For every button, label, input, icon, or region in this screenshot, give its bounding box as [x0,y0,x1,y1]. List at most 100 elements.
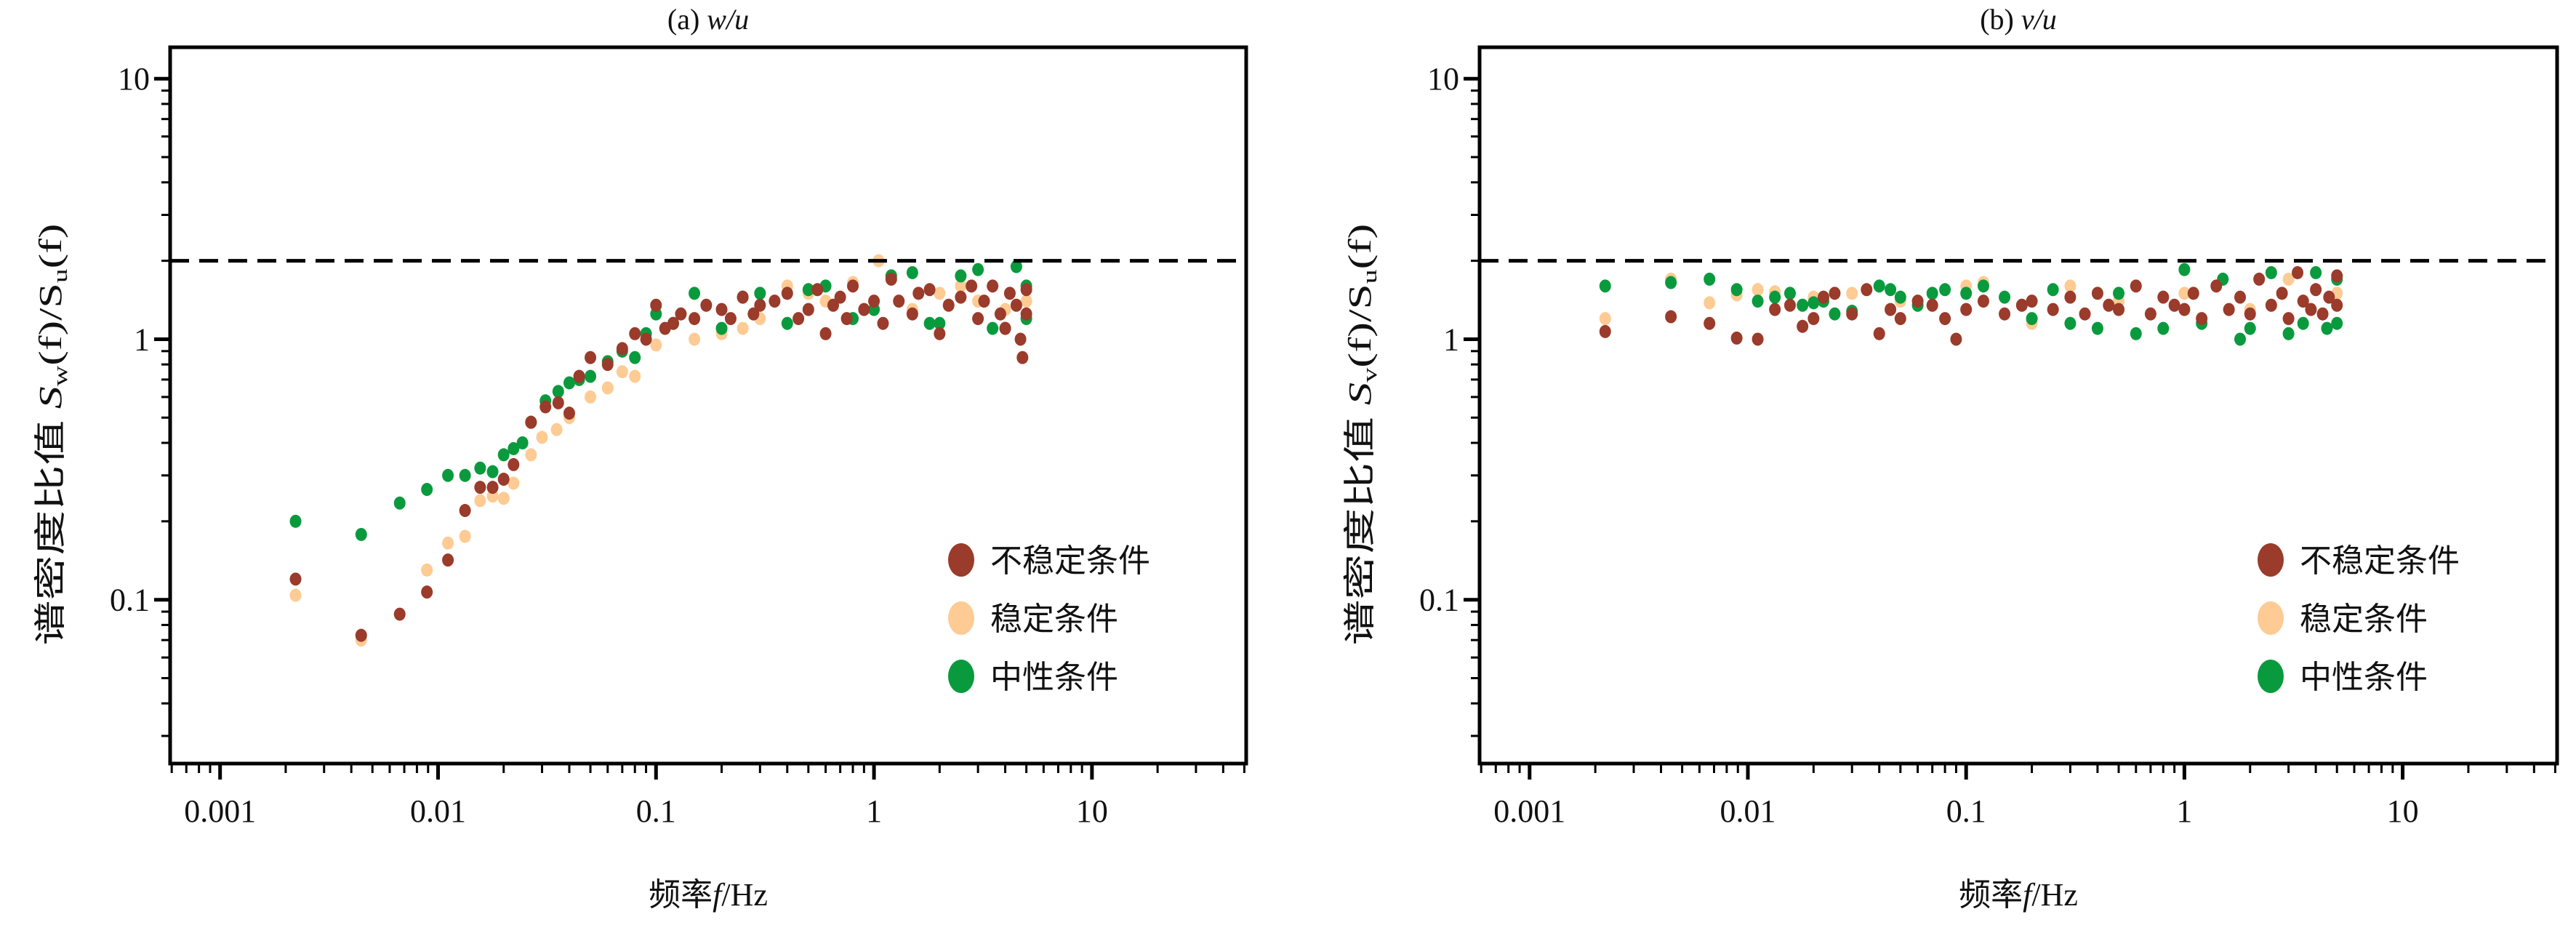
data-point-neutral [1999,290,2011,304]
legend-label: 不稳定条件 [990,543,1150,579]
data-point-neutral [1939,283,1951,297]
data-point-neutral [507,441,520,455]
data-point-unstable [2113,303,2125,316]
data-point-neutral [1894,290,1906,304]
data-point-unstable [2130,279,2142,293]
chart-panel-a: (a) w/u 0.001 0.01 0.1 1 10 0.1 1 10 频率f/Hz 谱密度比值 … [33,3,1248,913]
data-point-unstable [2187,287,2199,300]
data-point-unstable [1960,303,1973,316]
data-point-unstable [747,307,760,321]
data-point-neutral [923,316,936,330]
data-point-neutral [1704,272,1716,286]
x-axis-label: 频率f/Hz [649,877,768,913]
data-point-unstable [2292,265,2304,279]
data-point-unstable [737,290,749,304]
data-point-neutral [1783,287,1796,300]
data-point-neutral [629,351,641,364]
data-point-unstable [2331,298,2343,312]
data-point-unstable [2223,303,2235,316]
chart-title-prefix: (b) [1980,3,2021,36]
data-point-unstable [2047,303,2059,316]
x-tick-label: 0.001 [1493,793,1565,829]
data-point-unstable [2026,295,2038,308]
x-tick-label: 0.001 [184,793,256,829]
data-point-neutral [2130,327,2142,340]
data-points [289,254,1032,647]
data-point-neutral [2091,321,2103,335]
data-point-unstable [2323,290,2335,304]
data-point-unstable [877,316,889,330]
data-point-stable [2064,279,2077,293]
data-point-neutral [2265,265,2277,279]
data-point-unstable [802,303,814,316]
data-point-unstable [1861,283,1873,297]
data-point-unstable [289,572,302,586]
legend-label: 中性条件 [2300,660,2428,695]
x-tick-label: 10 [2387,793,2419,829]
data-point-unstable [1704,316,1716,330]
data-point-unstable [2297,295,2309,308]
data-point-neutral [2331,316,2343,330]
data-point-unstable [1016,351,1029,364]
data-point-unstable [552,396,564,409]
x-axis-label: 频率f/Hz [1959,877,2078,913]
data-point-stable [536,431,548,444]
data-point-stable [616,365,628,379]
data-point-unstable [667,316,680,330]
data-point-unstable [978,295,990,308]
data-point-stable [1704,296,1716,310]
data-point-neutral [754,287,766,300]
data-point-stable [442,536,454,550]
data-point-unstable [987,279,999,293]
data-point-neutral [497,448,510,462]
data-point-unstable [2253,272,2266,286]
data-point-unstable [497,473,510,486]
data-point-neutral [906,265,918,279]
data-point-unstable [1950,332,1962,346]
legend-label: 稳定条件 [990,601,1118,637]
data-point-unstable [1020,283,1032,297]
data-point-neutral [1829,307,1841,321]
data-point-unstable [393,607,406,621]
data-point-neutral [1926,287,1938,300]
data-point-neutral [355,527,367,541]
data-point-unstable [2168,298,2180,312]
legend-item-stable: 稳定条件 [2258,601,2428,637]
data-point-neutral [781,316,793,330]
data-point-unstable [2144,307,2156,321]
x-tick-label: 0.1 [1946,793,1986,829]
data-point-unstable [912,287,925,300]
data-point-unstable [2331,269,2343,283]
data-point-unstable [1010,298,1022,312]
y-axis-label-mid: (f)/S [1342,284,1378,367]
chart-panel-b: (b) v/u 0.001 0.01 0.1 1 10 0.1 1 10 频率f/Hz 谱密度比值 … [1342,3,2559,913]
data-point-unstable [1926,298,1938,312]
data-point-unstable [1894,312,1906,326]
data-point-neutral [2282,327,2295,340]
data-point-unstable [955,290,967,304]
data-point-unstable [2015,298,2028,312]
data-point-neutral [421,483,433,497]
data-point-neutral [393,496,406,510]
data-point-unstable [847,279,859,293]
data-point-unstable [1939,312,1951,326]
data-point-unstable [585,351,597,364]
data-point-neutral [289,514,302,528]
y-tick-label: 10 [1427,61,1459,97]
data-point-neutral [516,436,529,450]
data-point-neutral [563,376,575,390]
data-point-stable [525,448,537,462]
data-point-stable [1020,295,1032,308]
data-point-neutral [552,385,564,399]
y-axis-label-sub1: v [1359,368,1381,383]
data-point-stable [601,381,614,395]
data-point-unstable [689,312,701,326]
data-point-neutral [459,468,471,482]
x-axis-label-prefix: 频率 [649,877,713,913]
data-point-unstable [793,312,805,326]
y-axis-label-prefix: 谱密度比值 [33,409,68,645]
x-tick-label: 0.01 [410,793,466,829]
data-point-stable [497,492,510,505]
data-point-unstable [1730,331,1743,345]
